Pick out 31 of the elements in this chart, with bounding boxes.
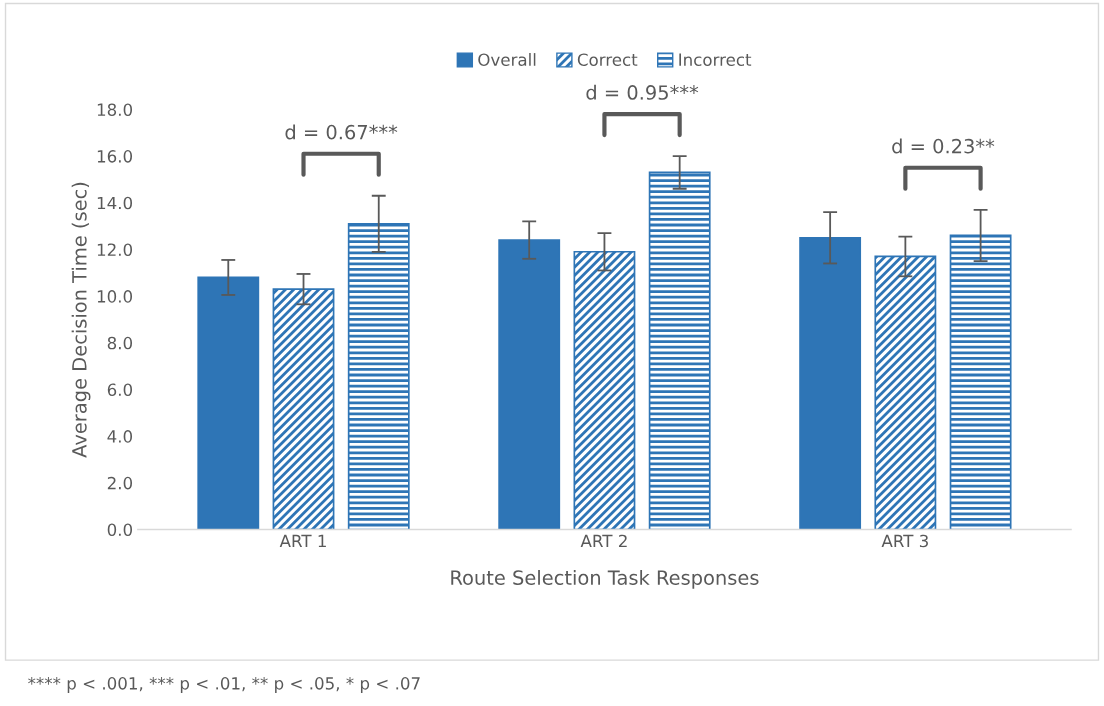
text: **** p < .001, *** p < .01, ** p < .05, * p < .07 [28, 677, 420, 693]
annotation: d = 0.23** [892, 138, 995, 154]
legend-label: Incorrect [679, 53, 752, 66]
bar [347, 222, 410, 530]
y-tick-label: 2.0 [107, 476, 133, 490]
y-tick-label: 14.0 [97, 196, 133, 210]
y-tick-label: 10.0 [97, 290, 133, 303]
bar [874, 255, 937, 530]
y-tick-label: 0.0 [107, 523, 133, 537]
y-axis-title: Average Decision Time (sec) [71, 182, 91, 458]
legend-label: Overall [478, 53, 536, 66]
y-tick-label: 16.0 [97, 150, 133, 163]
bar [799, 236, 862, 530]
legend-label: Correct [577, 53, 638, 66]
annotation: d = 0.67*** [285, 124, 398, 140]
x-tick-label: ART 3 [881, 534, 928, 548]
y-tick-label: 6.0 [107, 383, 133, 397]
bar [648, 171, 711, 530]
bar [573, 250, 636, 530]
y-tick-label: 4.0 [107, 430, 133, 443]
text: d = 0.95*** [586, 84, 699, 100]
bar [498, 239, 561, 530]
x-tick-label: ART 1 [279, 534, 326, 548]
x-tick-label: ART 2 [580, 534, 627, 548]
y-tick-label: 18.0 [97, 103, 133, 116]
y-tick-label: 8.0 [107, 336, 133, 350]
bar [949, 234, 1012, 530]
x-axis-title: Route Selection Task Responses [451, 569, 759, 589]
bar [197, 276, 260, 530]
bar [272, 288, 335, 530]
y-tick-label: 12.0 [97, 243, 133, 257]
